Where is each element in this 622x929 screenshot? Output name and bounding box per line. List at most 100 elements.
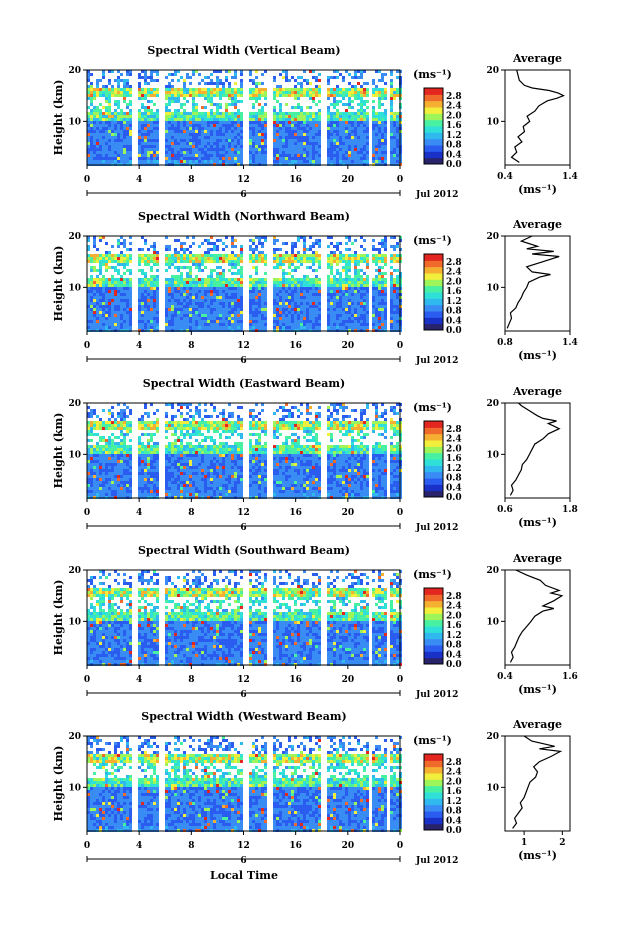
heat-cell xyxy=(156,160,159,163)
heat-cell xyxy=(93,317,96,320)
heat-cell xyxy=(222,305,225,308)
heat-cell xyxy=(342,311,345,314)
heat-cell xyxy=(294,130,297,133)
heat-cell xyxy=(306,115,309,118)
heat-cell xyxy=(339,254,342,257)
heat-cell xyxy=(327,293,330,296)
heat-cell xyxy=(300,148,303,151)
heat-cell xyxy=(396,323,399,326)
heat-cell xyxy=(360,91,363,94)
heat-cell xyxy=(384,245,387,248)
heat-cell xyxy=(204,88,207,91)
heat-cell xyxy=(216,311,219,314)
heat-cell xyxy=(330,296,333,299)
heat-cell xyxy=(189,142,192,145)
heat-cell xyxy=(327,136,330,139)
heat-cell xyxy=(288,311,291,314)
heat-cell xyxy=(177,118,180,121)
heat-cell xyxy=(105,127,108,130)
heat-cell xyxy=(144,314,147,317)
heat-cell xyxy=(222,296,225,299)
heat-cell xyxy=(87,311,90,314)
heat-cell xyxy=(93,136,96,139)
heat-cell xyxy=(258,112,261,115)
heat-cell xyxy=(183,109,186,112)
heat-cell xyxy=(360,305,363,308)
heat-cell xyxy=(141,151,144,154)
heat-cell xyxy=(240,266,243,269)
heat-cell xyxy=(279,148,282,151)
heat-cell xyxy=(114,293,117,296)
heat-cell xyxy=(219,302,222,305)
heat-cell xyxy=(120,118,123,121)
heat-cell xyxy=(396,284,399,287)
heat-cell xyxy=(381,136,384,139)
heat-cell xyxy=(366,154,369,157)
heat-cell xyxy=(384,242,387,245)
heat-cell xyxy=(201,305,204,308)
heat-cell xyxy=(276,127,279,130)
heat-cell xyxy=(99,272,102,275)
heat-cell xyxy=(96,320,99,323)
heat-cell xyxy=(315,148,318,151)
heat-cell xyxy=(210,314,213,317)
heat-cell xyxy=(306,275,309,278)
heat-cell xyxy=(327,326,330,329)
heat-cell xyxy=(165,157,168,160)
heat-cell xyxy=(174,130,177,133)
heat-cell xyxy=(336,154,339,157)
heat-cell xyxy=(213,254,216,257)
heat-cell xyxy=(330,121,333,124)
heat-cell xyxy=(138,248,141,251)
heat-cell xyxy=(111,275,114,278)
heat-cell xyxy=(189,317,192,320)
heat-cell xyxy=(327,281,330,284)
heat-cell xyxy=(264,263,267,266)
heat-cell xyxy=(87,260,90,263)
heat-cell xyxy=(348,145,351,148)
heat-cell xyxy=(315,124,318,127)
heat-cell xyxy=(186,257,189,260)
heat-cell xyxy=(318,130,321,133)
heat-cell xyxy=(354,287,357,290)
heat-cell xyxy=(303,130,306,133)
heat-cell xyxy=(192,254,195,257)
heat-cell xyxy=(255,154,258,157)
heat-cell xyxy=(276,281,279,284)
heat-cell xyxy=(141,317,144,320)
heat-cell xyxy=(327,82,330,85)
heat-cell xyxy=(330,127,333,130)
heat-cell xyxy=(372,133,375,136)
heat-cell xyxy=(90,478,93,481)
heat-cell xyxy=(333,139,336,142)
heat-cell xyxy=(120,290,123,293)
heat-cell xyxy=(345,320,348,323)
heat-cell xyxy=(234,118,237,121)
heat-cell xyxy=(216,239,219,242)
heat-cell xyxy=(363,260,366,263)
heat-cell xyxy=(354,145,357,148)
heat-cell xyxy=(354,284,357,287)
heat-cell xyxy=(147,293,150,296)
heat-cell xyxy=(390,70,393,73)
heat-cell xyxy=(237,257,240,260)
heat-cell xyxy=(360,287,363,290)
heat-cell xyxy=(204,290,207,293)
heat-cell xyxy=(279,254,282,257)
heat-cell xyxy=(153,293,156,296)
heat-cell xyxy=(195,290,198,293)
heat-cell xyxy=(366,293,369,296)
heat-cell xyxy=(249,160,252,163)
heat-cell xyxy=(279,145,282,148)
heat-cell xyxy=(318,266,321,269)
heat-cell xyxy=(294,299,297,302)
heat-cell xyxy=(264,254,267,257)
heat-cell xyxy=(93,97,96,100)
heat-cell xyxy=(240,311,243,314)
heat-cell xyxy=(219,154,222,157)
heat-cell xyxy=(303,91,306,94)
heat-cell xyxy=(384,73,387,76)
heat-cell xyxy=(366,314,369,317)
heat-cell xyxy=(273,160,276,163)
panel-2: Spectral Width (Northward Beam)2010Heigh… xyxy=(52,210,578,366)
